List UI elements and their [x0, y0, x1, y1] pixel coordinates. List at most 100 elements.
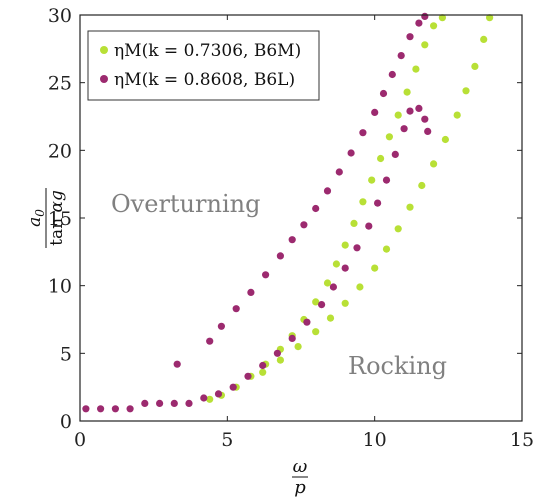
- series-2-upper-point-14: [379, 89, 388, 98]
- series-1-lower-point-18: [486, 14, 494, 22]
- series-2-upper-point-4: [262, 271, 270, 279]
- series-2-upper-point-6: [288, 236, 296, 244]
- series-2-upper-point-0: [206, 337, 214, 345]
- y-tick-label-20: 20: [48, 140, 72, 162]
- series-2-baseline-point-5: [156, 399, 164, 407]
- series-1-upper-point-0: [206, 395, 214, 403]
- axis-ticks: 0 5 10 15 0 5 10 15 20 25 30: [48, 5, 534, 451]
- y-tick-label-25: 25: [48, 73, 72, 95]
- series-1-upper-point-21: [430, 22, 438, 30]
- series-2-lower-point-4: [273, 349, 281, 357]
- series-1-lower-point-12: [430, 160, 438, 168]
- series-2-lower-point-12: [374, 199, 382, 207]
- series-1-lower-point-1: [276, 356, 284, 364]
- series-2-upper-point-2: [232, 305, 240, 313]
- series-1-lower-point-17: [480, 35, 488, 44]
- series-2-baseline-point-2: [111, 405, 119, 413]
- series-2-upper-point-15: [388, 70, 396, 79]
- series-2-lower-point-14: [391, 150, 399, 158]
- legend-label-series-1: ηM(k = 0.7306, B6M): [114, 41, 301, 61]
- annotation-overturning: Overturning: [111, 190, 260, 218]
- series-2-lower-point-1: [229, 383, 237, 391]
- series-2-baseline-point-7: [185, 399, 193, 407]
- series-1-lower-point-14: [453, 111, 461, 119]
- series-2-lower-point-17: [415, 104, 423, 112]
- series-2-upper-point-5: [276, 252, 284, 260]
- x-axis-label-denominator: p: [294, 477, 306, 498]
- series-1-upper-point-11: [341, 241, 349, 249]
- series-1-lower-point-8: [382, 245, 391, 253]
- series-2-lower-point-6: [303, 318, 311, 326]
- series-1-upper-point-15: [377, 154, 385, 163]
- series-1-lower-point-5: [341, 299, 349, 307]
- series-2-lower-point-10: [353, 244, 361, 252]
- legend-marker-series-2: [100, 75, 108, 83]
- series-2-upper-point-12: [359, 129, 367, 137]
- series-1-lower-point-3: [312, 328, 320, 336]
- y-tick-label-5: 5: [60, 343, 72, 365]
- series-2-lower-point-11: [365, 222, 373, 230]
- series-2-lower-point-19: [424, 127, 432, 135]
- series-2-lower-point-0: [214, 390, 223, 398]
- y-tick-label-15: 15: [48, 208, 72, 230]
- series-1-lower-point-4: [326, 314, 335, 322]
- series-1-lower-point-10: [406, 203, 414, 211]
- y-axis-label-denominator: tan αg: [47, 190, 67, 246]
- series-2-upper-point-3: [247, 288, 255, 296]
- y-tick-label-30: 30: [48, 5, 72, 27]
- series-2-upper-point-10: [335, 168, 343, 176]
- series-2-baseline-point-3: [126, 405, 134, 413]
- x-tick-label-0: 0: [74, 429, 86, 451]
- series-2-lower-point-16: [406, 107, 414, 115]
- y-axis-label: a0 tan αg: [25, 188, 67, 248]
- legend: ηM(k = 0.7306, B6M) ηM(k = 0.8608, B6L): [87, 30, 320, 101]
- data-points: [82, 12, 494, 413]
- series-1-lower-point-2: [294, 343, 302, 351]
- series-2-lower-point-15: [400, 125, 408, 133]
- series-2-lower-point-3: [259, 361, 267, 370]
- series-1-upper-point-10: [332, 260, 340, 268]
- series-1-upper-point-9: [323, 279, 332, 287]
- series-1-lower-point-7: [371, 264, 379, 272]
- series-2-lower-point-7: [318, 301, 326, 309]
- series-1-lower-point-11: [418, 181, 426, 190]
- series-1-lower-point-16: [471, 62, 479, 70]
- series-2-lower-point-13: [382, 176, 391, 184]
- series-2-baseline-point-4: [141, 399, 149, 407]
- series-2-upper-point-19: [421, 12, 429, 20]
- y-tick-label-0: 0: [60, 411, 72, 433]
- series-1-lower-point-15: [462, 87, 470, 95]
- series-2-upper-point-9: [323, 187, 332, 195]
- series-1-lower-point-13: [441, 135, 449, 144]
- x-tick-label-15: 15: [510, 429, 534, 451]
- series-2-baseline-point-1: [97, 405, 105, 413]
- series-2-lower-point-5: [288, 334, 296, 342]
- x-tick-label-10: 10: [363, 429, 387, 451]
- series-1-upper-point-22: [438, 14, 446, 22]
- series-1-upper-point-8: [312, 298, 320, 306]
- series-1-upper-point-19: [412, 65, 420, 73]
- series-2-lower-point-9: [341, 264, 349, 272]
- series-1-upper-point-12: [350, 219, 358, 227]
- series-2-upper-point-17: [406, 33, 414, 41]
- series-2-baseline-point-6: [170, 399, 178, 407]
- series-2-baseline-point-8: [200, 394, 208, 402]
- series-2-lower-point-2: [244, 372, 252, 380]
- x-axis-label: ω p: [292, 456, 308, 498]
- legend-box: [87, 30, 320, 101]
- series-2-upper-point-8: [312, 204, 320, 213]
- series-1-upper-point-14: [368, 176, 376, 184]
- series-2-upper-point-18: [415, 19, 423, 27]
- series-2-upper-point-16: [397, 52, 405, 60]
- series-1-lower-point-6: [356, 283, 364, 291]
- series-2-lower-point-18: [421, 115, 429, 123]
- series-2-upper-point-7: [300, 221, 308, 229]
- series-1-upper-point-16: [385, 133, 393, 141]
- y-tick-label-10: 10: [48, 276, 72, 298]
- series-2-lower-point-8: [329, 283, 337, 291]
- legend-marker-series-1: [100, 46, 108, 54]
- x-axis-label-numerator: ω: [293, 456, 308, 477]
- series-1-upper-point-13: [359, 198, 367, 206]
- series-2-upper-point-11: [347, 149, 355, 157]
